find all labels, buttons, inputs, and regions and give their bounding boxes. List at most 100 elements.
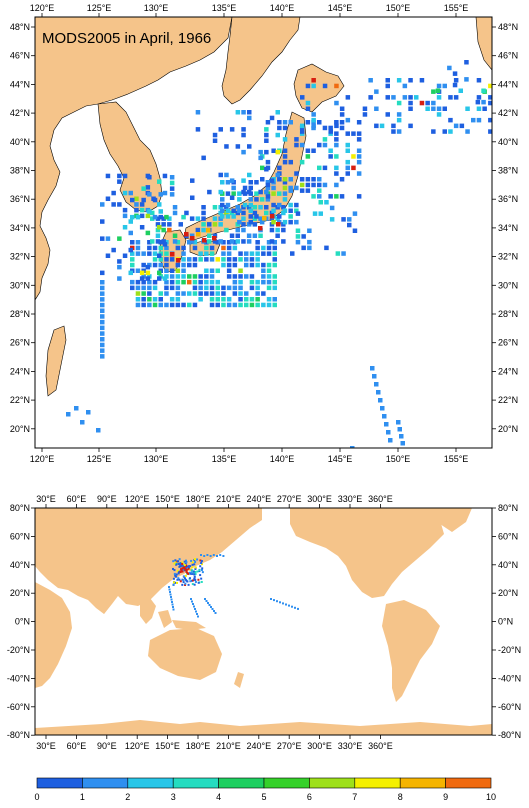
grid-cell bbox=[235, 144, 241, 149]
grid-cell bbox=[181, 251, 186, 256]
grid-cell bbox=[258, 226, 263, 231]
grid-cell bbox=[117, 173, 122, 179]
grid-cell bbox=[147, 192, 152, 197]
grid-cell bbox=[225, 214, 231, 219]
grid-cell bbox=[173, 569, 176, 572]
grid-cell bbox=[208, 604, 211, 606]
grid-cell bbox=[218, 222, 223, 227]
grid-cell bbox=[152, 214, 158, 220]
grid-cell bbox=[212, 239, 218, 244]
grid-cell bbox=[295, 211, 301, 216]
x-tick-top-label: 125°E bbox=[87, 3, 112, 13]
grid-cell bbox=[201, 563, 204, 566]
global-y-tick-right-label: 60°N bbox=[498, 531, 518, 541]
grid-cell bbox=[193, 573, 196, 576]
grid-cell bbox=[164, 291, 169, 296]
grid-cell bbox=[135, 302, 141, 308]
grid-cell bbox=[362, 106, 368, 111]
grid-cell bbox=[178, 578, 181, 581]
grid-cell bbox=[197, 578, 200, 581]
grid-cell bbox=[184, 568, 187, 571]
grid-cell bbox=[396, 100, 402, 106]
grid-cell bbox=[152, 251, 158, 256]
grid-cell bbox=[488, 129, 492, 134]
global-x-tick-top-label: 30°E bbox=[36, 494, 56, 504]
grid-cell bbox=[458, 88, 463, 93]
global-x-tick-bottom-label: 330°E bbox=[338, 741, 363, 751]
grid-cell bbox=[488, 83, 492, 89]
grid-cell bbox=[164, 245, 169, 251]
grid-cell bbox=[299, 177, 305, 182]
grid-cell bbox=[198, 279, 203, 285]
grid-cell bbox=[248, 214, 253, 219]
grid-cell bbox=[200, 562, 203, 565]
grid-cell bbox=[164, 302, 169, 308]
grid-cell bbox=[226, 274, 232, 279]
grid-cell bbox=[179, 580, 182, 583]
grid-cell bbox=[465, 129, 470, 134]
grid-cell bbox=[255, 245, 260, 251]
grid-cell bbox=[252, 222, 258, 227]
grid-cell bbox=[231, 214, 236, 219]
grid-cell bbox=[130, 240, 135, 245]
grid-cell bbox=[201, 567, 204, 570]
grid-cell bbox=[192, 302, 198, 308]
grid-cell bbox=[311, 117, 316, 123]
grid-cell bbox=[272, 251, 277, 256]
colorbar-label: 7 bbox=[352, 792, 357, 802]
grid-cell bbox=[305, 83, 311, 89]
grid-cell bbox=[264, 149, 269, 155]
grid-cell bbox=[201, 216, 206, 221]
grid-cell bbox=[182, 579, 185, 582]
grid-cell bbox=[414, 95, 419, 100]
grid-cell bbox=[209, 555, 212, 557]
grid-cell bbox=[232, 302, 238, 308]
grid-cell bbox=[145, 264, 151, 270]
grid-cell bbox=[328, 125, 333, 131]
grid-cell bbox=[281, 239, 286, 244]
grid-cell bbox=[141, 262, 146, 268]
grid-cell bbox=[212, 216, 218, 221]
grid-cell bbox=[307, 228, 312, 233]
grid-cell bbox=[282, 159, 288, 165]
grid-cell bbox=[244, 297, 249, 302]
grid-cell bbox=[301, 234, 306, 239]
grid-cell bbox=[182, 581, 185, 584]
grid-cell bbox=[117, 179, 122, 184]
grid-cell bbox=[175, 291, 181, 296]
grid-cell bbox=[379, 123, 385, 129]
grid-cell bbox=[139, 270, 145, 276]
grid-cell bbox=[130, 251, 135, 256]
grid-cell bbox=[385, 112, 390, 117]
grid-cell bbox=[271, 202, 276, 208]
grid-cell bbox=[408, 78, 413, 83]
grid-cell bbox=[100, 348, 105, 353]
colorbar-labels: 0 1 2 3 4 5 6 7 8 9 10 bbox=[34, 792, 496, 802]
x-tick-top-label: 120°E bbox=[30, 3, 55, 13]
grid-cell bbox=[202, 238, 207, 243]
grid-cell bbox=[117, 236, 122, 241]
grid-cell bbox=[299, 188, 305, 193]
grid-cell bbox=[172, 205, 178, 210]
grid-cell bbox=[191, 579, 194, 582]
grid-cell bbox=[425, 106, 430, 111]
grid-cell bbox=[249, 279, 255, 285]
grid-cell bbox=[419, 100, 425, 106]
grid-cell bbox=[334, 142, 339, 148]
grid-cell bbox=[431, 89, 436, 94]
y-tick-right-label: 30°N bbox=[498, 280, 518, 290]
global-observation-cells bbox=[168, 554, 299, 618]
grid-cell bbox=[80, 420, 85, 425]
grid-cell bbox=[150, 216, 155, 221]
grid-cell bbox=[198, 291, 203, 296]
grid-cell bbox=[322, 165, 328, 171]
grid-cell bbox=[248, 219, 253, 225]
grid-cell bbox=[334, 131, 339, 136]
grid-cell bbox=[167, 222, 172, 227]
grid-cell bbox=[139, 213, 145, 219]
grid-cell bbox=[172, 583, 175, 586]
grid-cell bbox=[282, 185, 288, 191]
colorbar-label: 2 bbox=[125, 792, 130, 802]
grid-cell bbox=[476, 106, 482, 111]
grid-cell bbox=[266, 262, 272, 268]
